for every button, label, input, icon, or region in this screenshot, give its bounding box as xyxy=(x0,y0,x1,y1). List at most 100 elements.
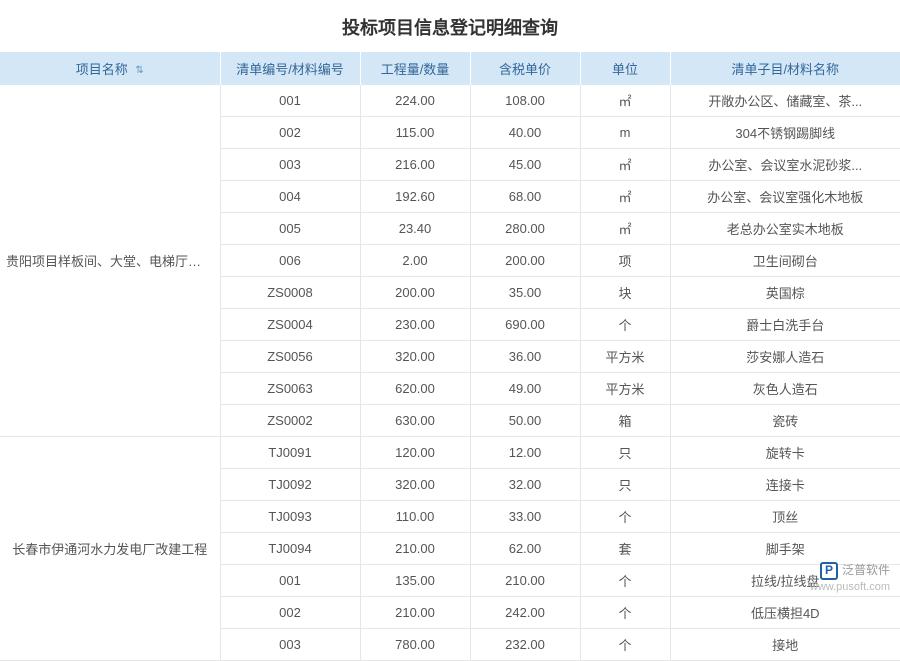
cell-qty: 192.60 xyxy=(360,181,470,213)
col-header-unit[interactable]: 单位 xyxy=(580,52,670,85)
cell-qty: 620.00 xyxy=(360,373,470,405)
cell-unit: 只 xyxy=(580,437,670,469)
cell-code: TJ0093 xyxy=(220,501,360,533)
cell-price: 45.00 xyxy=(470,149,580,181)
cell-price: 32.00 xyxy=(470,469,580,501)
cell-code: TJ0094 xyxy=(220,533,360,565)
cell-price: 200.00 xyxy=(470,245,580,277)
col-header-label: 清单子目/材料名称 xyxy=(731,62,839,77)
cell-unit: 个 xyxy=(580,501,670,533)
cell-qty: 135.00 xyxy=(360,565,470,597)
cell-qty: 320.00 xyxy=(360,341,470,373)
cell-price: 690.00 xyxy=(470,309,580,341)
cell-code: ZS0063 xyxy=(220,373,360,405)
cell-code: ZS0004 xyxy=(220,309,360,341)
cell-qty: 630.00 xyxy=(360,405,470,437)
cell-qty: 200.00 xyxy=(360,277,470,309)
col-header-label: 含税单价 xyxy=(499,62,551,77)
cell-desc: 开敞办公区、储藏室、茶... xyxy=(670,85,900,117)
cell-price: 108.00 xyxy=(470,85,580,117)
cell-price: 62.00 xyxy=(470,533,580,565)
cell-code: 004 xyxy=(220,181,360,213)
cell-code: 001 xyxy=(220,565,360,597)
cell-unit: 箱 xyxy=(580,405,670,437)
cell-desc: 老总办公室实木地板 xyxy=(670,213,900,245)
cell-qty: 230.00 xyxy=(360,309,470,341)
cell-unit: 项 xyxy=(580,245,670,277)
table-row[interactable]: 贵阳项目样板间、大堂、电梯厅装修工程001224.00108.00㎡开敞办公区、… xyxy=(0,85,900,117)
cell-unit: ㎡ xyxy=(580,149,670,181)
cell-desc: 灰色人造石 xyxy=(670,373,900,405)
cell-unit: 个 xyxy=(580,629,670,661)
cell-desc: 卫生间砌台 xyxy=(670,245,900,277)
cell-price: 36.00 xyxy=(470,341,580,373)
cell-unit: ㎡ xyxy=(580,213,670,245)
col-header-desc[interactable]: 清单子目/材料名称 xyxy=(670,52,900,85)
cell-unit: ㎡ xyxy=(580,85,670,117)
table-row[interactable]: 长春市伊通河水力发电厂改建工程TJ0091120.0012.00只旋转卡 xyxy=(0,437,900,469)
cell-desc: 接地 xyxy=(670,629,900,661)
cell-desc: 脚手架 xyxy=(670,533,900,565)
cell-price: 40.00 xyxy=(470,117,580,149)
cell-qty: 115.00 xyxy=(360,117,470,149)
cell-unit: 个 xyxy=(580,309,670,341)
cell-unit: 个 xyxy=(580,597,670,629)
cell-code: TJ0092 xyxy=(220,469,360,501)
cell-desc: 低压横担4D xyxy=(670,597,900,629)
cell-qty: 2.00 xyxy=(360,245,470,277)
cell-desc: 拉线/拉线盘 xyxy=(670,565,900,597)
col-header-label: 项目名称 xyxy=(76,62,128,77)
cell-price: 33.00 xyxy=(470,501,580,533)
cell-code: TJ0091 xyxy=(220,437,360,469)
cell-qty: 216.00 xyxy=(360,149,470,181)
cell-desc: 连接卡 xyxy=(670,469,900,501)
cell-price: 49.00 xyxy=(470,373,580,405)
cell-unit: ㎡ xyxy=(580,181,670,213)
cell-code: 002 xyxy=(220,597,360,629)
cell-price: 68.00 xyxy=(470,181,580,213)
cell-desc: 莎安娜人造石 xyxy=(670,341,900,373)
cell-desc: 英国棕 xyxy=(670,277,900,309)
sort-icon[interactable]: ⇅ xyxy=(135,65,143,76)
cell-desc: 爵士白洗手台 xyxy=(670,309,900,341)
cell-price: 242.00 xyxy=(470,597,580,629)
cell-project: 长春市伊通河水力发电厂改建工程 xyxy=(0,437,220,661)
cell-desc: 顶丝 xyxy=(670,501,900,533)
cell-price: 210.00 xyxy=(470,565,580,597)
cell-price: 50.00 xyxy=(470,405,580,437)
cell-code: ZS0008 xyxy=(220,277,360,309)
col-header-price[interactable]: 含税单价 xyxy=(470,52,580,85)
page-title: 投标项目信息登记明细查询 xyxy=(0,0,900,52)
cell-desc: 瓷砖 xyxy=(670,405,900,437)
cell-unit: 块 xyxy=(580,277,670,309)
col-header-project[interactable]: 项目名称 ⇅ xyxy=(0,52,220,85)
cell-code: 006 xyxy=(220,245,360,277)
cell-code: 003 xyxy=(220,149,360,181)
cell-unit: 平方米 xyxy=(580,341,670,373)
col-header-label: 单位 xyxy=(612,62,638,77)
cell-qty: 23.40 xyxy=(360,213,470,245)
cell-code: 001 xyxy=(220,85,360,117)
cell-desc: 旋转卡 xyxy=(670,437,900,469)
col-header-qty[interactable]: 工程量/数量 xyxy=(360,52,470,85)
cell-qty: 120.00 xyxy=(360,437,470,469)
cell-desc: 办公室、会议室强化木地板 xyxy=(670,181,900,213)
cell-qty: 224.00 xyxy=(360,85,470,117)
cell-price: 12.00 xyxy=(470,437,580,469)
cell-code: 005 xyxy=(220,213,360,245)
data-table: 项目名称 ⇅ 清单编号/材料编号 工程量/数量 含税单价 单位 清单子目/材料名… xyxy=(0,52,900,661)
cell-price: 280.00 xyxy=(470,213,580,245)
table-header-row: 项目名称 ⇅ 清单编号/材料编号 工程量/数量 含税单价 单位 清单子目/材料名… xyxy=(0,52,900,85)
cell-unit: 只 xyxy=(580,469,670,501)
cell-code: 003 xyxy=(220,629,360,661)
col-header-label: 工程量/数量 xyxy=(381,62,450,77)
cell-project: 贵阳项目样板间、大堂、电梯厅装修工程 xyxy=(0,85,220,437)
cell-unit: 套 xyxy=(580,533,670,565)
cell-desc: 办公室、会议室水泥砂浆... xyxy=(670,149,900,181)
cell-code: ZS0056 xyxy=(220,341,360,373)
cell-desc: 304不锈钢踢脚线 xyxy=(670,117,900,149)
cell-unit: m xyxy=(580,117,670,149)
cell-qty: 210.00 xyxy=(360,533,470,565)
cell-code: ZS0002 xyxy=(220,405,360,437)
col-header-code[interactable]: 清单编号/材料编号 xyxy=(220,52,360,85)
